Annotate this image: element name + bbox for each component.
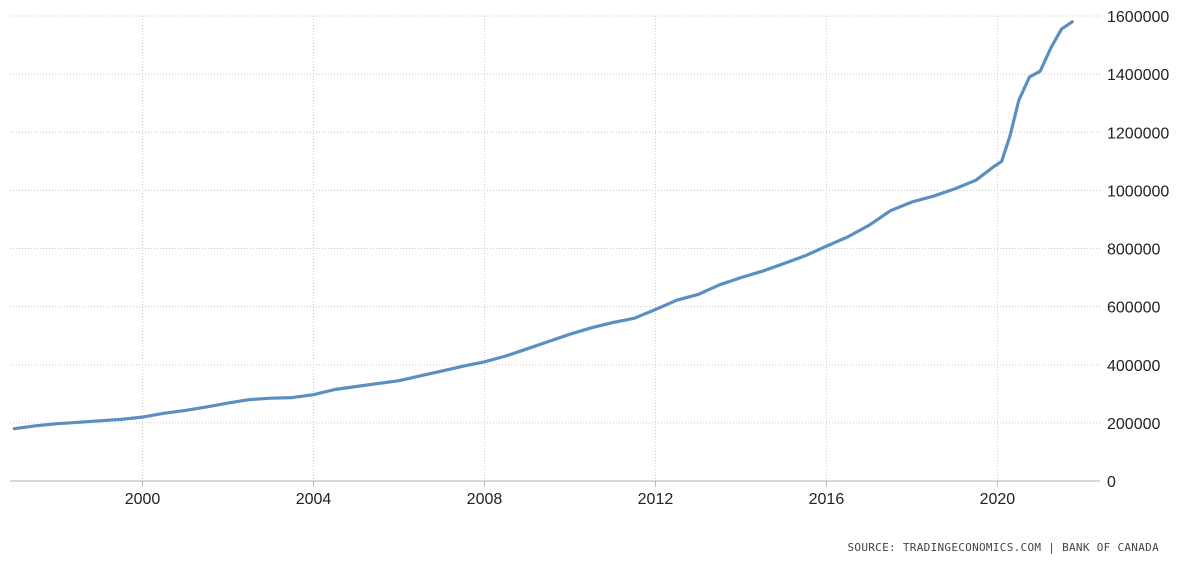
tick-labels: 0 200000 400000 600000 800000 1000000 1200000 1… [125,9,1170,508]
y-tick-label: 0 [1107,474,1116,491]
x-tick-label: 2020 [980,491,1016,508]
x-tick-label: 2000 [125,491,161,508]
series-line [12,20,1074,431]
series-layer [12,20,1074,431]
y-tick-label: 600000 [1107,300,1160,317]
y-tick-label: 1200000 [1107,125,1169,142]
x-axis [10,480,1100,487]
y-tick-label: 1600000 [1107,9,1169,26]
grid-lines [10,15,1100,481]
y-tick-label: 400000 [1107,358,1160,375]
y-tick-label: 800000 [1107,242,1160,259]
x-tick-label: 2012 [638,491,674,508]
y-tick-label: 1400000 [1107,67,1169,84]
y-tick-label: 200000 [1107,416,1160,433]
y-tick-label: 1000000 [1107,183,1169,200]
source-note: SOURCE: TRADINGECONOMICS.COM | BANK OF C… [847,541,1159,554]
x-tick-label: 2008 [467,491,503,508]
x-tick-label: 2004 [296,491,332,508]
x-tick-label: 2016 [809,491,845,508]
